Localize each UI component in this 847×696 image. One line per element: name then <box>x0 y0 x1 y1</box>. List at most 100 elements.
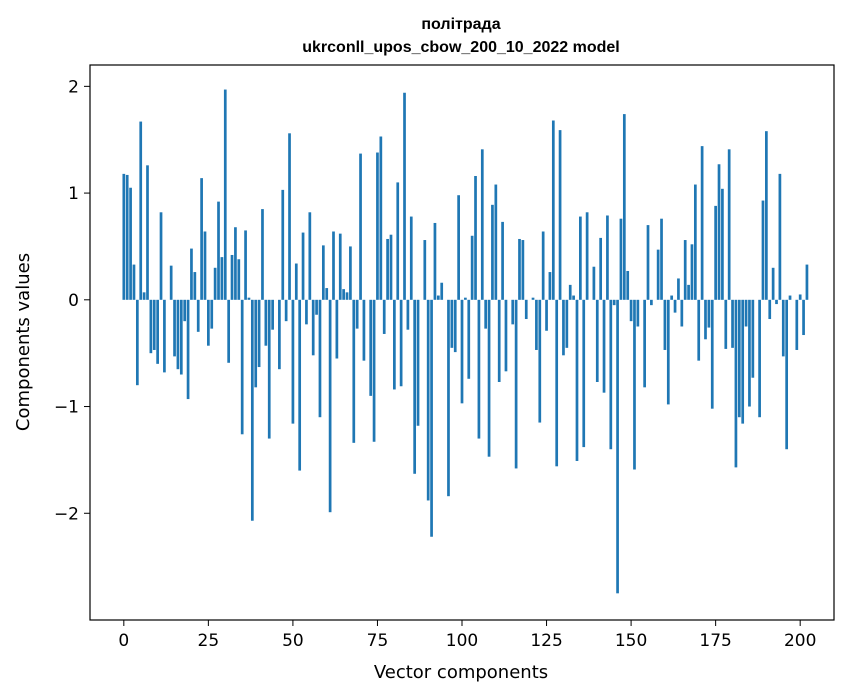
bar-component-193 <box>775 299 778 305</box>
bar-component-132 <box>568 284 572 300</box>
bar-component-80 <box>393 299 396 390</box>
bar-component-75 <box>376 152 379 300</box>
bar-component-2 <box>129 187 132 300</box>
bar-component-43 <box>267 299 271 439</box>
bar-component-107 <box>484 299 488 329</box>
bar-component-62 <box>332 231 335 300</box>
bar-component-183 <box>741 299 745 424</box>
bar-component-3 <box>132 264 136 300</box>
bar-component-9 <box>152 299 156 350</box>
bar-component-38 <box>250 299 254 521</box>
bar-component-64 <box>338 233 342 300</box>
bar-component-171 <box>700 146 704 300</box>
bar-component-50 <box>291 299 295 424</box>
bar-component-105 <box>477 299 481 439</box>
bar-component-29 <box>220 257 224 300</box>
bar-component-121 <box>531 297 535 300</box>
bar-component-151 <box>633 299 636 470</box>
y-axis-label: Components values <box>13 253 34 431</box>
bar-component-108 <box>487 299 491 457</box>
bar-component-61 <box>328 299 332 513</box>
bar-component-32 <box>230 254 234 300</box>
bar-component-81 <box>396 182 400 300</box>
bar-component-11 <box>159 212 163 300</box>
bar-component-42 <box>264 299 268 346</box>
bar-component-30 <box>223 89 227 300</box>
bar-component-112 <box>501 221 504 300</box>
bar-component-154 <box>643 299 646 388</box>
bar-component-12 <box>163 299 166 373</box>
bar-component-101 <box>464 297 467 300</box>
bar-component-41 <box>261 209 264 300</box>
bar-component-113 <box>504 299 508 372</box>
bar-component-15 <box>173 299 176 357</box>
bar-component-177 <box>721 188 724 300</box>
bar-component-94 <box>440 282 444 300</box>
bar-component-172 <box>704 299 707 340</box>
bar-component-99 <box>457 195 460 300</box>
bar-component-78 <box>386 238 389 300</box>
bar-component-65 <box>342 289 345 300</box>
bar-component-180 <box>731 299 734 348</box>
bar-component-58 <box>318 299 322 418</box>
bar-component-24 <box>203 231 207 300</box>
bar-component-83 <box>403 92 406 300</box>
bar-component-74 <box>372 299 376 442</box>
bar-component-87 <box>416 299 420 426</box>
bar-component-44 <box>271 299 274 330</box>
bar-component-130 <box>562 299 565 356</box>
bar-component-31 <box>227 299 231 363</box>
bar-component-21 <box>193 272 197 300</box>
bar-component-128 <box>555 299 559 467</box>
bar-component-54 <box>305 299 308 325</box>
bar-component-39 <box>254 299 258 388</box>
x-tick-label: 25 <box>198 631 220 651</box>
bar-component-73 <box>369 299 373 396</box>
bar-component-25 <box>207 299 210 346</box>
bar-component-175 <box>714 205 717 300</box>
bar-component-166 <box>683 240 687 300</box>
bar-component-16 <box>176 299 180 370</box>
bar-component-37 <box>247 297 251 300</box>
bar-component-20 <box>190 248 193 300</box>
bar-component-46 <box>278 299 281 370</box>
x-tick-label: 200 <box>784 631 816 651</box>
bar-component-161 <box>666 299 670 405</box>
bar-component-133 <box>572 295 575 300</box>
bar-component-76 <box>379 136 383 300</box>
bar-component-170 <box>697 299 701 361</box>
bar-component-48 <box>284 299 288 322</box>
bar-component-89 <box>423 240 427 300</box>
bar-component-119 <box>524 299 528 320</box>
bar-component-86 <box>413 299 417 474</box>
x-axis-ticks: 0 25 50 75 100 125 150 175 200 <box>118 620 816 651</box>
bar-component-139 <box>592 266 596 300</box>
bar-component-189 <box>761 200 765 300</box>
bar-component-68 <box>352 299 356 443</box>
bar-component-14 <box>169 265 173 300</box>
bar-component-140 <box>595 299 599 382</box>
bar-component-98 <box>453 299 457 353</box>
bar-component-23 <box>200 178 203 300</box>
bar-component-202 <box>805 264 809 300</box>
bar-component-19 <box>186 299 190 400</box>
bar-component-143 <box>606 215 609 300</box>
y-axis-ticks: −2 −1 0 1 2 <box>54 77 90 524</box>
bar-component-165 <box>680 299 684 327</box>
bar-component-155 <box>646 225 650 300</box>
bar-component-77 <box>382 299 386 334</box>
bar-component-82 <box>399 299 403 387</box>
bar-component-109 <box>491 204 494 300</box>
bar-component-150 <box>629 299 633 322</box>
bar-component-84 <box>406 299 410 330</box>
x-tick-label: 50 <box>282 631 304 651</box>
bars-group <box>122 89 809 594</box>
bar-component-192 <box>771 267 775 300</box>
bar-component-184 <box>744 299 748 327</box>
bar-component-147 <box>619 218 623 300</box>
bar-component-190 <box>765 131 768 300</box>
bar-component-6 <box>142 292 146 300</box>
bar-component-176 <box>717 164 721 300</box>
bar-component-188 <box>758 299 761 418</box>
